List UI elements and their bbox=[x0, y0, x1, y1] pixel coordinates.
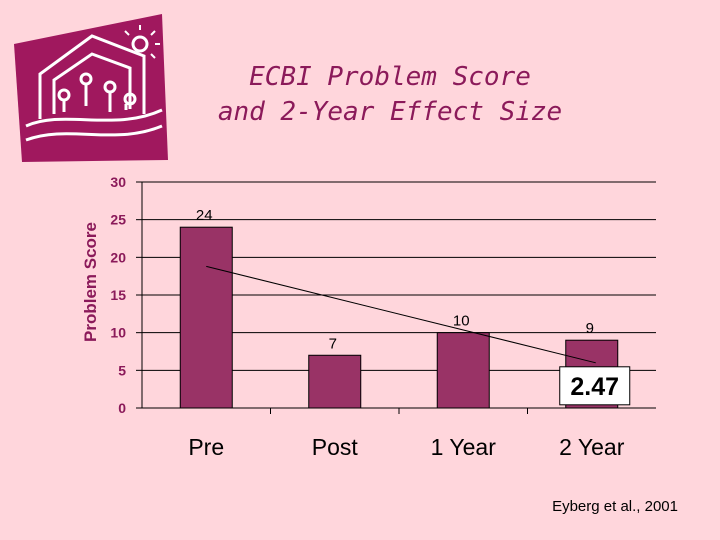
trendline bbox=[206, 265, 596, 364]
y-tick-label: 0 bbox=[118, 400, 126, 416]
data-label: 9 bbox=[586, 320, 594, 337]
data-label: 10 bbox=[453, 313, 470, 330]
title-line-2: and 2-Year Effect Size bbox=[217, 97, 563, 127]
house-sun-logo-icon bbox=[14, 14, 168, 162]
title-line-1: ECBI Problem Score bbox=[249, 62, 531, 92]
y-axis-title: Problem Score bbox=[81, 222, 100, 342]
x-tick-label: 1 Year bbox=[431, 434, 497, 460]
y-tick-label: 15 bbox=[110, 287, 126, 303]
x-tick-label: Post bbox=[312, 434, 359, 460]
effect-size-box bbox=[559, 366, 631, 406]
x-tick-label: 2 Year bbox=[559, 434, 625, 460]
bar-1-year bbox=[436, 332, 490, 409]
citation: Eyberg et al., 2001 bbox=[552, 498, 678, 515]
data-label: 24 bbox=[196, 207, 213, 224]
y-tick-label: 25 bbox=[110, 212, 126, 228]
y-tick-label: 10 bbox=[110, 325, 126, 341]
y-tick-label: 20 bbox=[110, 249, 126, 265]
y-tick-label: 5 bbox=[118, 362, 126, 378]
bar-pre bbox=[179, 226, 233, 409]
y-tick-label: 30 bbox=[110, 174, 126, 190]
x-tick-label: Pre bbox=[188, 434, 224, 460]
data-label: 7 bbox=[329, 335, 337, 352]
slide-title: ECBI Problem Score and 2-Year Effect Siz… bbox=[180, 60, 600, 130]
effect-size-label: 2.47 bbox=[570, 373, 619, 401]
bar-post bbox=[308, 354, 362, 409]
